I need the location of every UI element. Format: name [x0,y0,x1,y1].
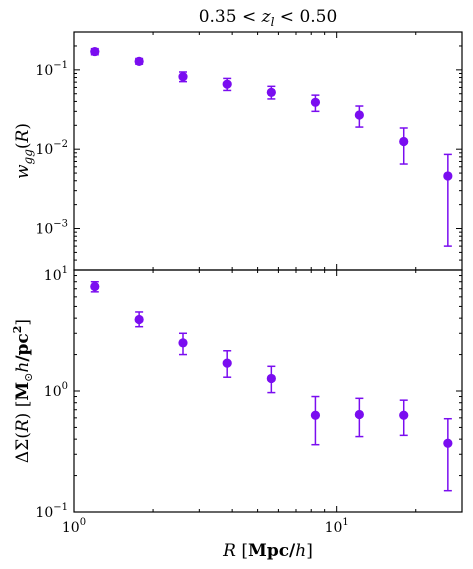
bottom-y-tick-label: 100 [44,381,68,400]
top-marker [90,46,100,57]
bottom-data-point [90,280,100,293]
bottom-data-point [399,399,409,437]
bottom-marker [399,410,409,420]
bottom-marker [178,338,188,348]
x-tick-label: 100 [62,517,86,536]
top-data-point [266,85,276,100]
bottom-data-point [266,365,276,394]
bottom-data-point [310,395,321,446]
top-marker [354,110,364,120]
top-data-point [178,71,188,83]
bottom-marker [443,438,453,448]
top-marker [178,72,188,82]
bottom-ylabel: ΔΣ(R) [M⊙h/pc2] [11,319,35,463]
top-data-point [354,105,364,128]
bottom-marker [222,358,232,368]
x-tick-label: 101 [325,517,349,536]
top-data-point [90,46,100,57]
top-marker [266,87,276,97]
bottom-y-tick-label: 101 [44,265,68,284]
top-y-tick-label: 10−2 [35,139,68,158]
bottom-data-point [178,332,188,356]
top-marker [310,97,321,107]
top-series [90,46,453,247]
top-data-point [222,77,232,92]
bottom-marker [90,281,100,292]
top-data-point [134,56,144,66]
top-data-point [399,127,409,165]
bottom-frame [73,269,463,513]
top-marker [134,56,144,66]
bottom-marker [310,410,321,420]
bottom-data-point [354,397,364,438]
top-marker [222,79,232,89]
bottom-y-tick-label: 10−1 [35,502,68,521]
top-y-tick-label: 10−1 [35,60,68,79]
top-data-point [443,153,453,247]
top-marker [399,136,409,147]
bottom-marker [354,409,364,420]
bottom-data-point [222,350,232,378]
bottom-series [90,280,453,492]
bottom-marker [266,373,276,384]
top-ylabel: wgg(R) [13,123,35,179]
chart-title: 0.35 < zl < 0.50 [199,7,338,29]
top-marker [443,171,453,181]
top-panel: 10−3 10−2 10−1 [35,31,463,271]
top-data-point [310,94,321,113]
bottom-data-point [443,417,453,492]
bottom-data-point [134,311,144,328]
top-y-tick-label: 10−3 [35,219,68,238]
x-axis-label: R [Mpc/h] [222,541,313,561]
bottom-marker [134,314,144,325]
